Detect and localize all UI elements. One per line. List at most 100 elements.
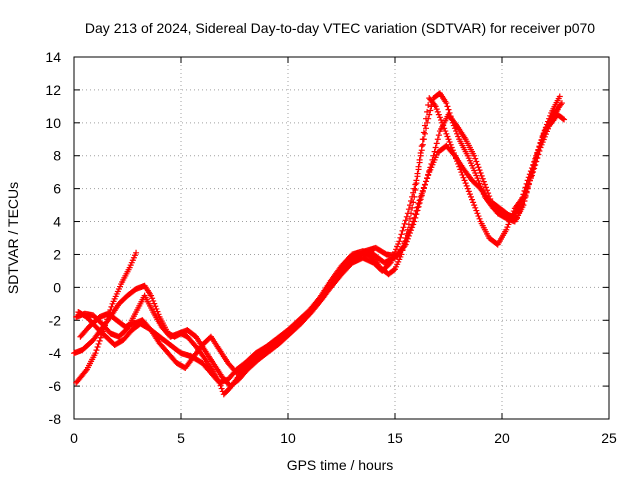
data-point	[445, 136, 452, 143]
data-point	[520, 197, 527, 204]
data-point	[476, 215, 483, 222]
data-point	[461, 177, 468, 184]
data-point	[415, 203, 422, 210]
data-point	[455, 160, 462, 167]
data-point	[414, 170, 421, 177]
data-point	[455, 133, 462, 140]
data-point	[448, 144, 455, 151]
data-point	[479, 175, 486, 182]
data-point	[561, 116, 568, 123]
data-point	[456, 163, 463, 170]
data-point	[433, 106, 440, 113]
data-point	[472, 155, 479, 162]
data-point	[432, 144, 439, 151]
data-point	[465, 188, 472, 195]
data-point	[471, 202, 478, 209]
data-point	[470, 199, 477, 206]
data-point	[421, 130, 428, 137]
x-tick-label: 5	[177, 430, 185, 446]
data-point	[406, 215, 413, 222]
data-point	[537, 140, 544, 147]
data-point	[484, 187, 491, 194]
x-tick-label: 15	[387, 430, 403, 446]
y-axis-title: SDTVAR / TECUs	[5, 182, 21, 294]
data-point	[533, 155, 540, 162]
data-point	[547, 112, 554, 119]
data-point	[431, 101, 438, 108]
axis-ticks: 0 5 10 15 20 25 -8 -6 -4 -2 0 2 4 6 8 10 12 14	[45, 49, 617, 446]
data-point	[539, 132, 546, 139]
data-point	[421, 181, 428, 188]
data-point	[543, 121, 550, 128]
data-point	[96, 337, 103, 344]
data-point	[428, 160, 435, 167]
data-point	[403, 238, 410, 245]
data-point	[150, 297, 157, 304]
data-point	[451, 152, 458, 159]
data-point	[556, 93, 563, 100]
data-point	[506, 218, 513, 225]
data-point	[516, 209, 523, 216]
data-point	[396, 238, 403, 245]
data-point	[419, 136, 426, 143]
data-point	[504, 224, 511, 231]
data-point	[412, 181, 419, 188]
data-point	[423, 115, 430, 122]
data-point	[97, 334, 104, 341]
data-point	[82, 367, 89, 374]
data-point	[406, 230, 413, 237]
data-point	[443, 100, 450, 107]
data-point	[485, 190, 492, 197]
data-point	[123, 326, 130, 333]
data-point	[151, 300, 158, 307]
data-point	[410, 189, 417, 196]
data-point	[409, 193, 416, 200]
data-point	[411, 185, 418, 192]
data-point	[149, 295, 156, 302]
data-point	[412, 214, 419, 221]
data-point	[418, 143, 425, 150]
data-point	[427, 107, 434, 114]
data-point	[436, 114, 443, 121]
data-point	[402, 241, 409, 248]
data-point	[515, 212, 522, 219]
data-point	[430, 152, 437, 159]
data-point	[522, 192, 529, 199]
data-point	[419, 141, 426, 148]
data-point	[424, 174, 431, 181]
x-tick-label: 0	[70, 430, 78, 446]
x-tick-label: 10	[280, 430, 296, 446]
data-point	[471, 152, 478, 159]
data-point	[401, 220, 408, 227]
data-point	[481, 181, 488, 188]
data-point	[425, 171, 432, 178]
data-point	[454, 130, 461, 137]
data-point	[478, 172, 485, 179]
data-point	[510, 208, 517, 215]
data-point	[527, 173, 534, 180]
data-point	[417, 149, 424, 156]
data-point	[406, 202, 413, 209]
data-point	[402, 217, 409, 224]
data-point	[397, 234, 404, 241]
data-point	[423, 178, 430, 185]
data-point	[486, 193, 493, 200]
y-tick-label: 6	[53, 181, 61, 197]
data-point	[94, 344, 101, 351]
data-point	[542, 124, 549, 131]
data-point	[93, 347, 100, 354]
y-tick-label: -2	[49, 312, 62, 328]
data-point	[449, 147, 456, 154]
data-point	[457, 166, 464, 173]
data-point	[152, 303, 159, 310]
data-point	[546, 115, 553, 122]
data-point	[394, 243, 401, 250]
data-point	[476, 167, 483, 174]
data-point	[503, 226, 510, 233]
data-point	[524, 184, 531, 191]
data-point	[411, 218, 418, 225]
data-point	[474, 210, 481, 217]
data-point	[418, 192, 425, 199]
